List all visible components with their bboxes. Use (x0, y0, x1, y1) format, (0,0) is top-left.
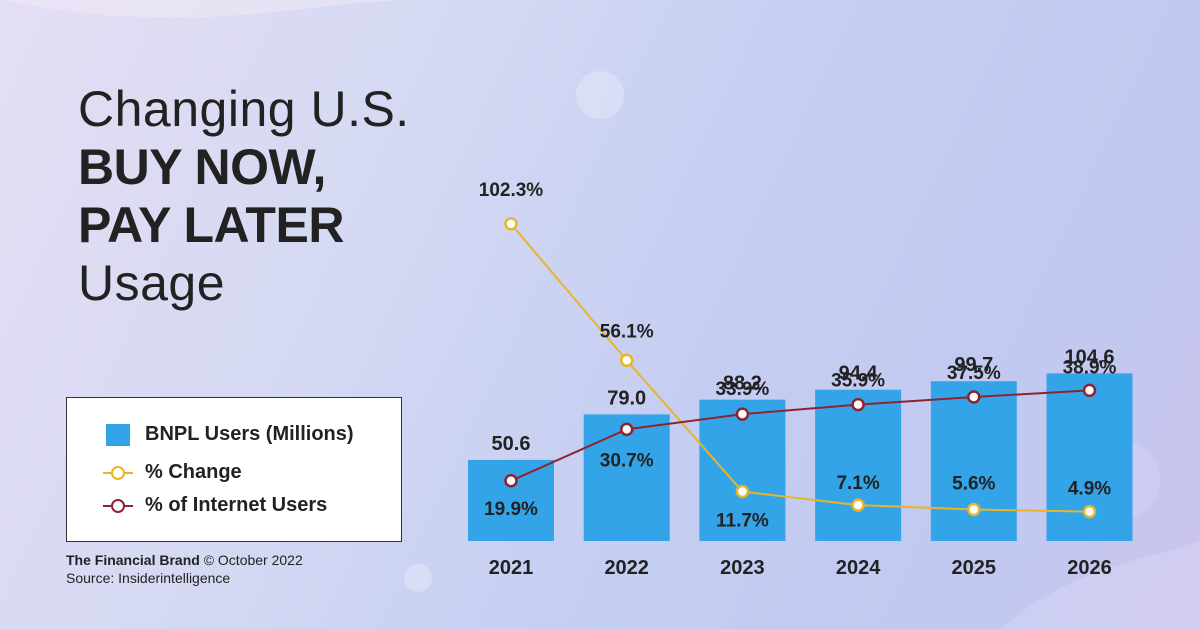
x-tick-label-2023: 2023 (720, 557, 765, 579)
legend-swatch-internet (103, 498, 133, 513)
bar-2024 (815, 389, 902, 541)
internet-label-2022: 30.7% (600, 450, 654, 471)
x-tick-label-2026: 2026 (1067, 557, 1112, 579)
internet-point-2022 (619, 422, 634, 437)
bar-value-label-2022: 79.0 (607, 387, 646, 409)
internet-label-2021: 19.9% (484, 499, 538, 520)
internet-line (510, 389, 1090, 482)
bar-2021 (468, 459, 554, 541)
internet-point-2023 (735, 407, 750, 421)
bar-2025 (930, 381, 1017, 541)
change-point-2026 (1082, 504, 1097, 519)
change-label-2023: 11.7% (716, 511, 769, 532)
change-line (510, 223, 1090, 513)
change-point-2024 (851, 498, 865, 512)
x-tick-label-2025: 2025 (952, 557, 997, 579)
change-point-2022 (619, 353, 634, 368)
legend-item-change: % Change (103, 461, 242, 484)
change-label-2024: 7.1% (836, 473, 879, 494)
internet-label-2023: 33.9% (715, 379, 769, 400)
bar-value-label-2024: 94.4 (839, 363, 879, 385)
title-line-3: PAY LATER (78, 197, 344, 253)
internet-label-2026: 38.9% (1063, 357, 1117, 378)
legend-swatch-bar (106, 423, 130, 446)
credit-date: © October 2022 (203, 552, 303, 568)
internet-label-2025: 37.5% (947, 363, 1001, 384)
credit: The Financial Brand © October 2022 Sourc… (66, 551, 303, 587)
internet-point-2021 (504, 474, 518, 488)
chart-legend: BNPL Users (Millions) % Change % of Inte… (66, 397, 402, 542)
bar-value-label-2021: 50.6 (492, 433, 531, 455)
legend-label-change: % Change (145, 461, 242, 483)
legend-item-bnpl-users: BNPL Users (Millions) (103, 423, 354, 446)
change-point-2023 (735, 484, 750, 499)
bar-value-label-2023: 88.2 (723, 373, 762, 395)
change-label-2022: 56.1% (600, 321, 654, 342)
change-label-2025: 5.6% (952, 474, 995, 495)
internet-point-2024 (851, 397, 865, 412)
bar-2023 (699, 399, 786, 541)
legend-label-internet-users: % of Internet Users (145, 494, 328, 516)
change-label-2021: 102.3% (479, 180, 544, 201)
legend-swatch-change (103, 465, 133, 480)
legend-item-internet-users: % of Internet Users (103, 494, 327, 517)
page-title: Changing U.S. BUY NOW, PAY LATER Usage (78, 80, 410, 312)
title-line-1: Changing U.S. (78, 81, 410, 137)
internet-point-2025 (967, 390, 981, 404)
bar-value-label-2026: 104.6 (1064, 346, 1114, 368)
title-line-2: BUY NOW, (78, 139, 326, 195)
bar-value-label-2025: 99.7 (954, 354, 993, 376)
change-point-2021 (504, 217, 518, 231)
title-line-4: Usage (78, 255, 226, 311)
credit-source: Source: Insiderintelligence (66, 570, 231, 586)
internet-label-2024: 35.9% (831, 371, 885, 392)
internet-point-2026 (1082, 383, 1097, 398)
x-tick-label-2022: 2022 (604, 557, 649, 579)
x-tick-label-2024: 2024 (836, 557, 881, 579)
change-point-2025 (967, 502, 981, 517)
change-label-2026: 4.9% (1068, 479, 1111, 500)
legend-label-bnpl-users: BNPL Users (Millions) (145, 423, 354, 445)
credit-brand: The Financial Brand (66, 552, 200, 568)
x-tick-label-2021: 2021 (489, 557, 534, 579)
